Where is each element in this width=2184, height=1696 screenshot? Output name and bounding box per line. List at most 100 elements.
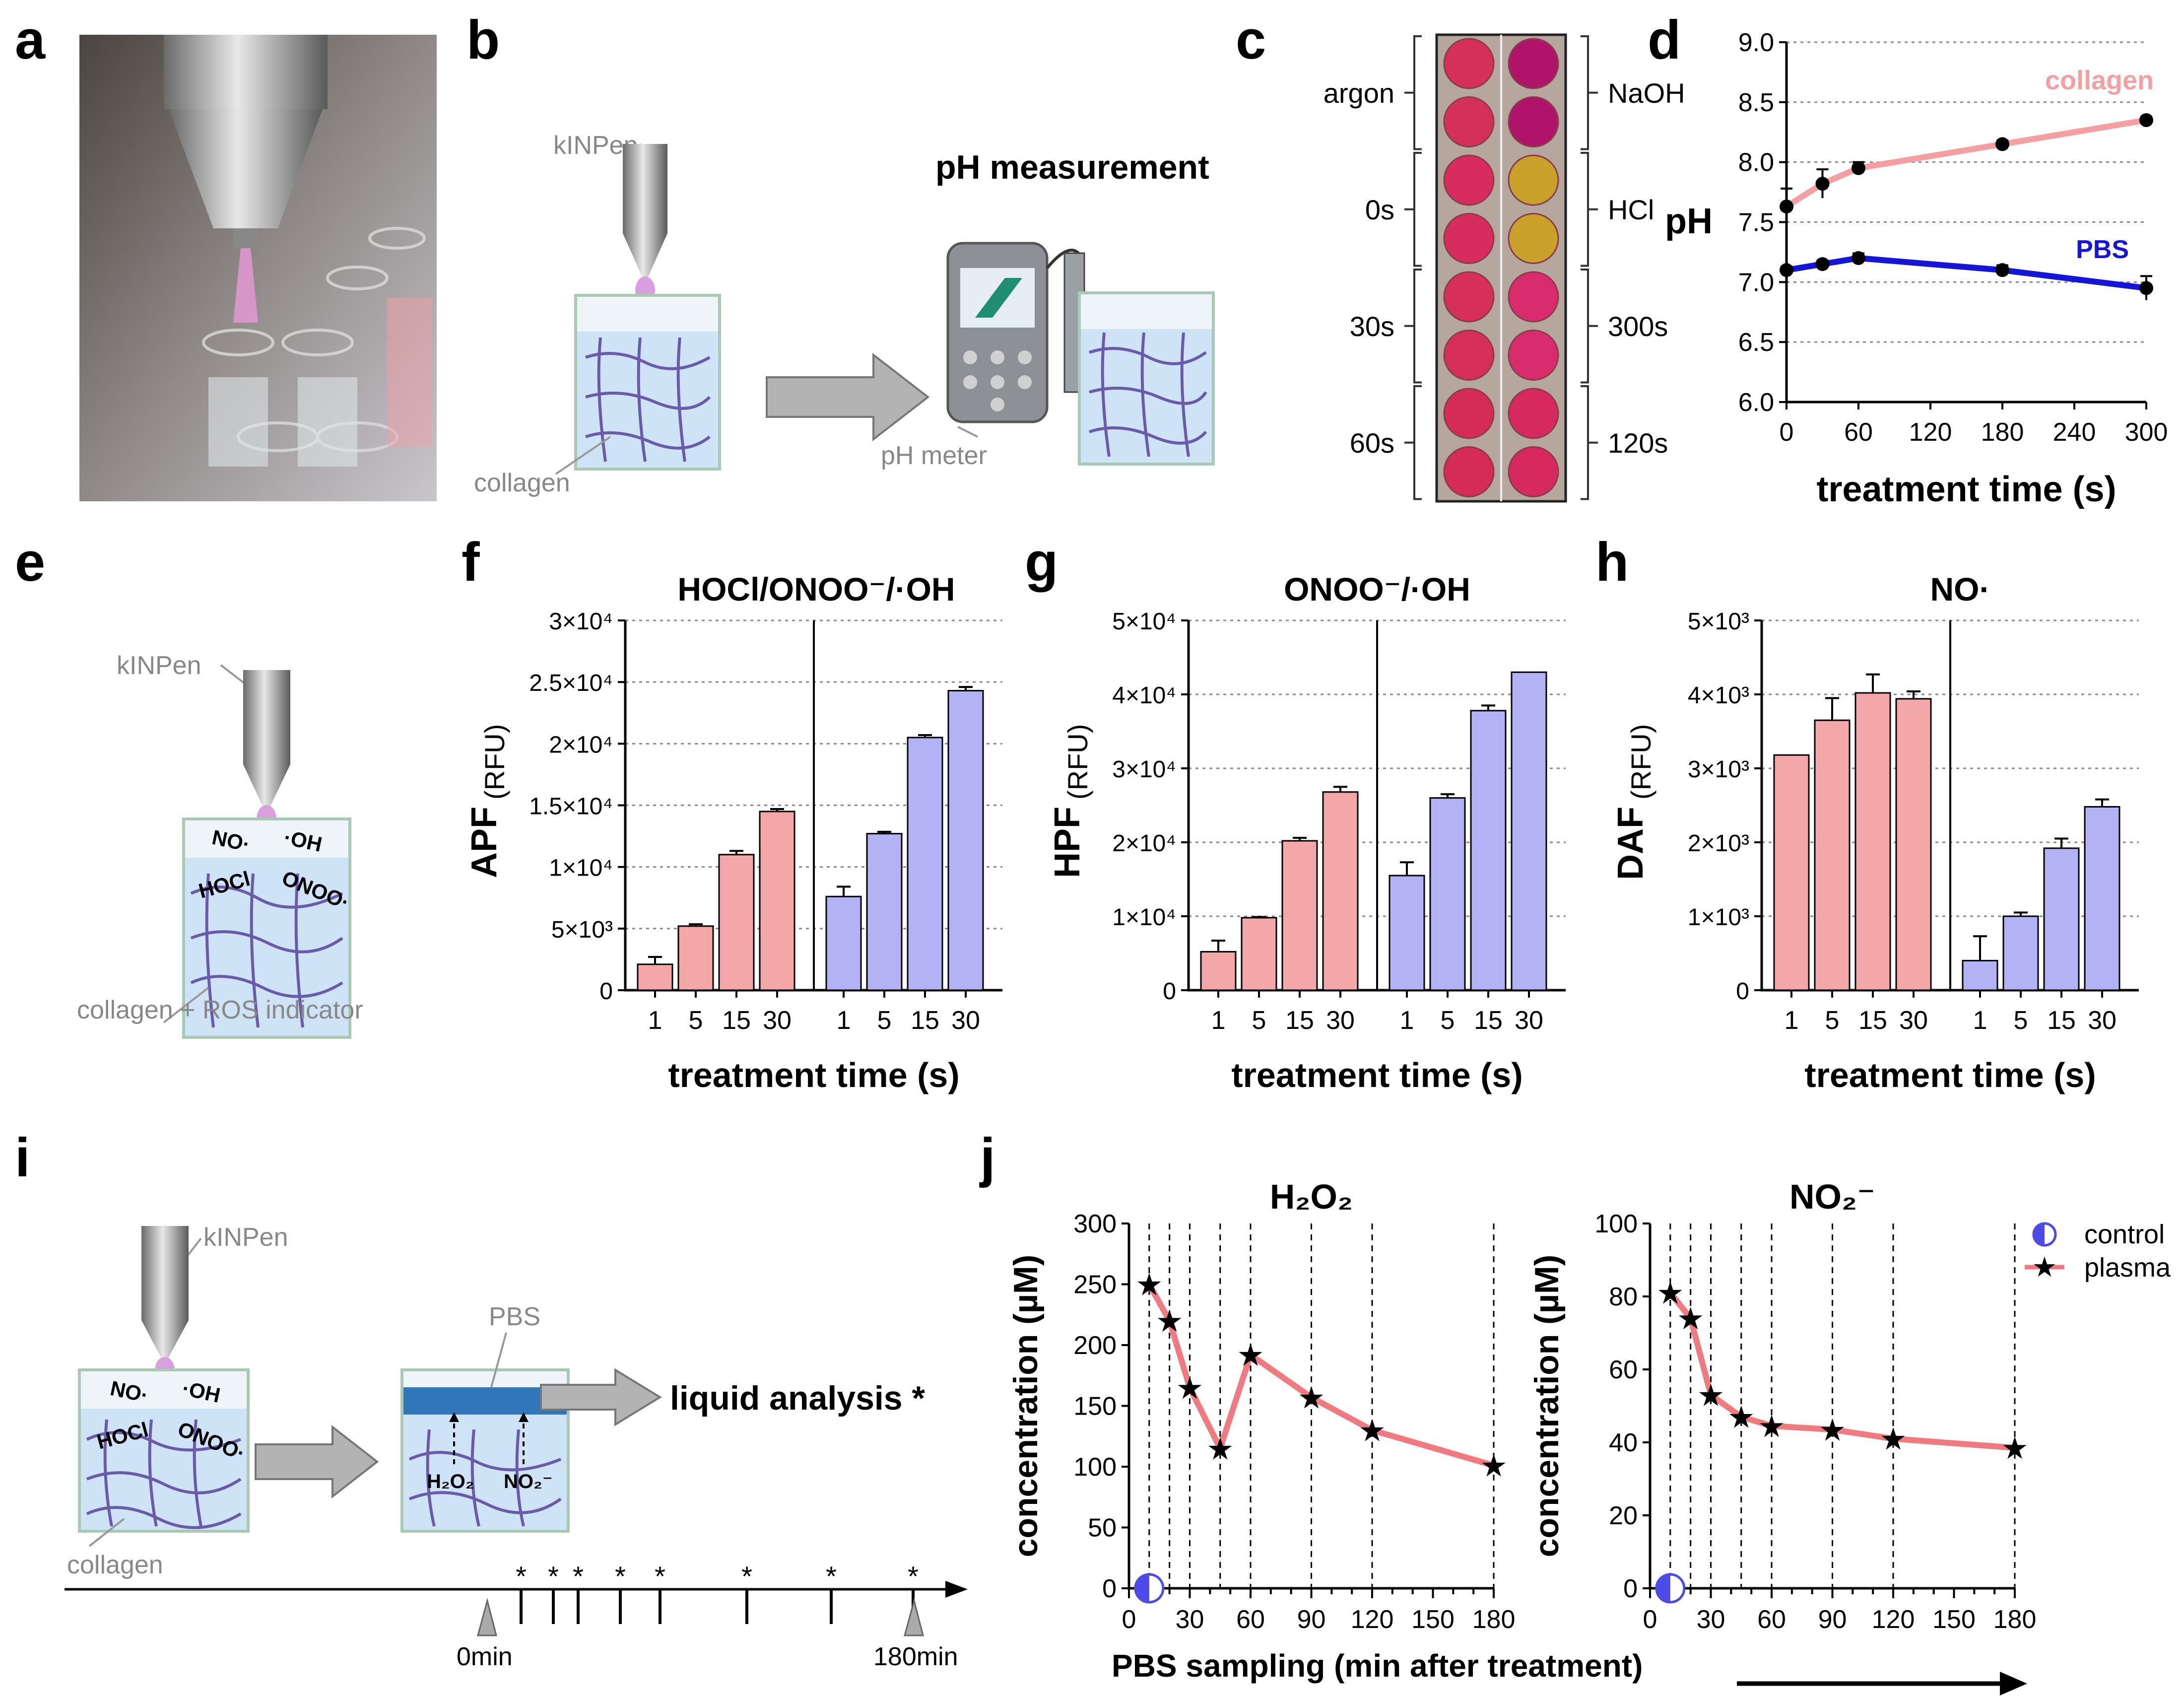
x-tick-label: 120 (1872, 1605, 1915, 1634)
bracket-right (1581, 269, 1598, 384)
axes (1649, 1223, 2015, 1590)
bracket-right (1581, 152, 1598, 267)
data-point (1815, 257, 1830, 271)
data-point (1780, 263, 1793, 277)
well (1443, 213, 1495, 264)
plasma-star-icon: ★ (2032, 1251, 2057, 1283)
y-tick-label: 2×10⁴ (1112, 830, 1176, 857)
series-label-collagen: collagen (2045, 66, 2154, 95)
legend-control: control (2084, 1220, 2165, 1249)
kinpen-label-i: kINPen (203, 1223, 288, 1252)
well (1508, 271, 1559, 323)
arrow-i-1 (255, 1425, 379, 1499)
data-point-star: ★ (1727, 1401, 1755, 1435)
panel-label-g: g (1025, 532, 1058, 593)
x-tick-label: 60 (1236, 1605, 1265, 1634)
y-tick-label: 150 (1073, 1392, 1117, 1421)
x-tick-label: 0 (1122, 1605, 1136, 1634)
y-tick-label: 80 (1609, 1283, 1638, 1311)
chart-title: ONOO⁻/·OH (1284, 571, 1470, 608)
x-tick-label: 180 (1472, 1605, 1516, 1634)
well (1508, 388, 1559, 439)
y-tick-label: 9.0 (1738, 28, 1774, 57)
y-axis-title: DAF (1611, 807, 1651, 880)
bracket-left (1404, 385, 1422, 500)
y-tick-label: 3×10⁴ (1112, 756, 1176, 783)
data-point-star: ★ (1135, 1268, 1163, 1302)
bar-pbs (825, 895, 862, 991)
data-point (1815, 177, 1830, 191)
data-point (1995, 263, 2009, 277)
x-tick-label: 15 (1858, 1006, 1887, 1035)
bracket-left (1404, 269, 1422, 384)
data-point-star: ★ (1879, 1423, 1907, 1457)
x-tick-label: 5 (1825, 1006, 1840, 1035)
data-point (2139, 281, 2153, 295)
well-label-left: argon (1324, 77, 1394, 109)
panel-label-j: j (979, 1127, 995, 1188)
y-axis-title: pH (1665, 202, 1713, 241)
y-tick-label: 5×10⁴ (1112, 609, 1176, 635)
collagen-label-b: collagen (474, 469, 570, 497)
x-tick-label: 5 (689, 1006, 703, 1035)
x-tick-label: 180 (1993, 1605, 2037, 1634)
data-point-star: ★ (2001, 1431, 2029, 1466)
y-axis-title: HPF (1048, 807, 1087, 878)
y-tick-label: 1×10⁴ (1112, 904, 1176, 931)
x-tick-label: 300 (2125, 418, 2168, 447)
bar-collagen (1814, 719, 1851, 991)
bar-pbs (1511, 671, 1547, 991)
x-tick-label: 5 (1252, 1006, 1266, 1035)
series-line-plasma (1146, 1283, 1495, 1469)
panel-label-e: e (15, 532, 45, 593)
well (1443, 96, 1495, 147)
well (1443, 154, 1495, 206)
well (1508, 154, 1559, 206)
pbs-label: PBS (489, 1302, 540, 1331)
series-line-collagen (1785, 117, 2147, 209)
schematic-ros-indicator: kINPen NO· ·OH HOCl ONOO· collagen + ROS… (77, 651, 363, 1039)
x-tick-label: 0 (1780, 418, 1794, 447)
data-point (2139, 113, 2153, 128)
photo-plasma-jet (79, 35, 437, 501)
y-tick-label: 50 (1088, 1514, 1117, 1543)
bracket-left (1404, 152, 1422, 267)
data-point-star: ★ (1677, 1302, 1705, 1336)
well (1508, 38, 1559, 89)
sampling-star: * (826, 1560, 837, 1592)
schematic-ph-measurement: kINPen collagen pH measurement pH meter (474, 131, 1215, 497)
bar-collagen (1200, 951, 1237, 991)
x-tick-label: 120 (1909, 418, 1952, 447)
well-label-right: 120s (1608, 427, 1668, 459)
y-tick-label: 6.0 (1738, 388, 1774, 417)
y-tick-label: 100 (1073, 1453, 1117, 1482)
sampling-star: * (908, 1560, 919, 1592)
series-line-plasma (1668, 1290, 2015, 1451)
axes (1785, 42, 2146, 404)
x-axis-title: treatment time (s) (1231, 1056, 1522, 1094)
data-point (1995, 137, 2009, 151)
x-tick-label: 60 (1844, 418, 1873, 447)
y-tick-label: 1×10³ (1688, 904, 1749, 931)
x-tick-label: 60 (1757, 1605, 1786, 1634)
t180-label: 180min (873, 1642, 958, 1671)
sampling-star: * (516, 1560, 527, 1592)
x-tick-label: 15 (2047, 1006, 2076, 1035)
y-tick-label: 1.5×10⁴ (529, 794, 613, 820)
data-point-star: ★ (1358, 1414, 1386, 1448)
bar-pbs (866, 833, 903, 991)
y-tick-label: 200 (1073, 1331, 1117, 1360)
data-point (1852, 161, 1865, 175)
y-tick-label: 300 (1073, 1210, 1117, 1238)
y-tick-label: 6.5 (1738, 328, 1774, 357)
well-label-left: 0s (1365, 194, 1394, 225)
h2o2-label-i: H₂O₂ (427, 1471, 474, 1492)
x-tick-label: 1 (648, 1006, 662, 1035)
y-tick-label: 0 (1736, 978, 1749, 1005)
x-tick-label: 1 (1973, 1006, 1987, 1035)
bar-collagen (759, 811, 795, 991)
well-label-left: 60s (1350, 427, 1394, 459)
y-tick-label: 8.0 (1738, 148, 1774, 177)
